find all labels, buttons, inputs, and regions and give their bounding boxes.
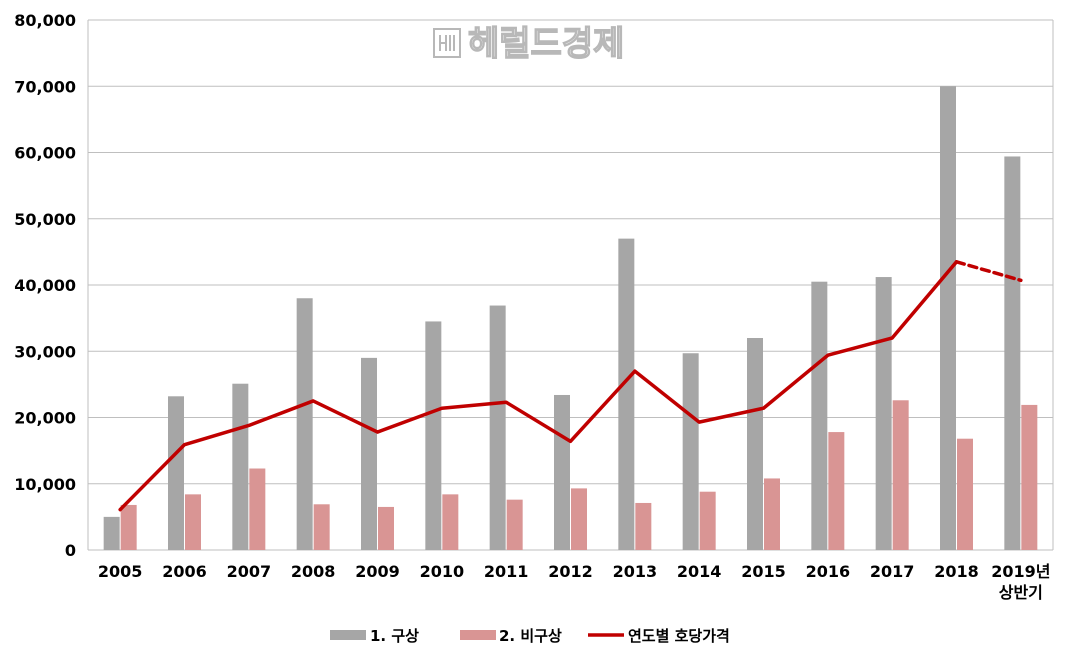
x-tick-label: 상반기 (999, 583, 1043, 602)
y-tick-label: 80,000 (14, 11, 76, 30)
watermark-icon-glyph (439, 35, 455, 51)
x-tick-label: 2010 (420, 562, 465, 581)
x-tick-label: 2012 (548, 562, 593, 581)
bar-figurative-2016 (811, 281, 828, 550)
bar-figurative-2015 (747, 338, 763, 550)
gridlines (87, 19, 1054, 551)
x-tick-label: 2014 (677, 562, 722, 581)
y-tick-label: 0 (65, 541, 76, 560)
bar-figurative-2007 (232, 383, 249, 550)
bar-abstract-2019년-상반기 (1021, 404, 1038, 550)
legend-swatch-1 (460, 630, 496, 640)
bar-figurative-2005 (103, 516, 120, 550)
bar-figurative-2012 (554, 394, 570, 550)
x-tick-label: 2009 (355, 562, 400, 581)
x-tick-label: 2011 (484, 562, 529, 581)
x-tick-label: 2015 (741, 562, 786, 581)
bar-abstract-2015 (764, 478, 780, 550)
watermark-text: 헤럴드경제 (468, 24, 624, 64)
y-tick-label: 40,000 (14, 276, 76, 295)
x-tick-label: 2016 (806, 562, 851, 581)
y-tick-label: 50,000 (14, 210, 76, 229)
legend: 1. 구상 2. 비구상 연도별 호당가격 (330, 627, 730, 645)
bar-abstract-2013 (635, 502, 652, 550)
x-tick-label: 2019년 (991, 562, 1050, 581)
watermark-logo: 헤럴드경제 (433, 23, 625, 65)
bar-abstract-2016 (828, 432, 845, 550)
x-tick-label: 2018 (934, 562, 979, 581)
legend-swatch-0 (330, 630, 366, 640)
x-tick-label: 2006 (162, 562, 207, 581)
bar-abstract-2011 (506, 499, 523, 550)
y-tick-label: 10,000 (14, 475, 76, 494)
bar-figurative-2019년-상반기 (1004, 156, 1021, 550)
y-tick-label: 70,000 (14, 77, 76, 96)
bar-abstract-2008 (313, 504, 330, 550)
bar-figurative-2014 (682, 353, 699, 550)
y-tick-label: 20,000 (14, 409, 76, 428)
bar-abstract-2017 (892, 400, 909, 550)
bar-abstract-2012 (571, 488, 587, 550)
legend-label: 1. 구상 (370, 627, 419, 645)
x-axis: 2005 2006 2007 2008 2009 2010 2011 2012 2013 2014… (98, 562, 1051, 602)
bar-figurative-2009 (361, 357, 377, 550)
bar-figurative-2006 (168, 396, 184, 550)
legend-label: 2. 비구상 (499, 627, 562, 645)
x-tick-label: 2008 (291, 562, 336, 581)
x-tick-label: 2005 (98, 562, 143, 581)
bars (103, 86, 1038, 550)
bar-abstract-2007 (249, 468, 266, 550)
bar-figurative-2017 (875, 277, 892, 550)
bar-abstract-2010 (442, 494, 459, 550)
bar-figurative-2011 (489, 305, 506, 550)
x-tick-label: 2013 (613, 562, 658, 581)
bar-abstract-2009 (378, 506, 394, 550)
y-axis: 0 10,000 20,000 30,000 40,000 50,000 60,000 70,… (14, 11, 76, 560)
price-line-dashed (954, 260, 1023, 283)
y-tick-label: 60,000 (14, 144, 76, 163)
bar-abstract-2018 (957, 438, 973, 550)
legend-label: 연도별 호당가격 (628, 627, 730, 645)
x-tick-label: 2007 (227, 562, 272, 581)
bar-figurative-2008 (296, 298, 313, 550)
y-tick-label: 30,000 (14, 342, 76, 361)
bar-figurative-2010 (425, 321, 442, 550)
bar-figurative-2013 (618, 238, 635, 550)
bar-abstract-2005 (120, 504, 137, 550)
bar-abstract-2014 (699, 491, 716, 550)
bar-figurative-2018 (940, 86, 956, 550)
bar-abstract-2006 (185, 494, 201, 550)
price-line (118, 260, 1023, 512)
price-line-solid (118, 260, 959, 512)
x-tick-label: 2017 (870, 562, 915, 581)
